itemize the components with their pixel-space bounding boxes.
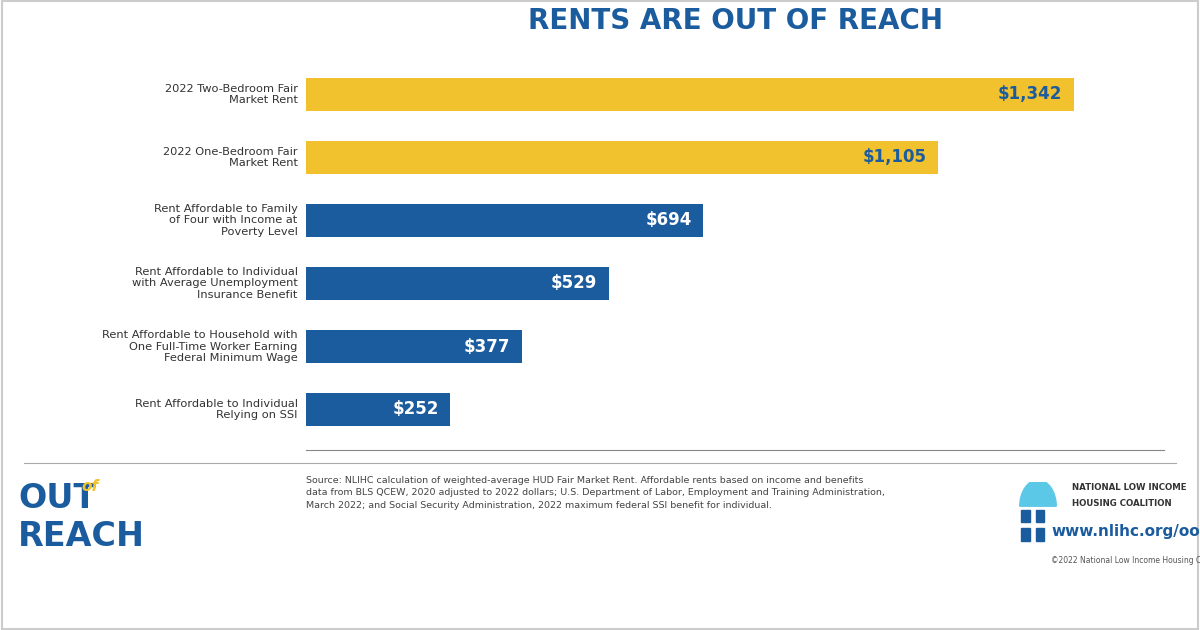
- Bar: [1021, 510, 1030, 522]
- Text: $1,342: $1,342: [998, 86, 1062, 103]
- Bar: [306, 141, 938, 174]
- Bar: [1036, 510, 1044, 522]
- Text: HOUSING COALITION: HOUSING COALITION: [1072, 499, 1171, 508]
- Wedge shape: [1020, 480, 1056, 507]
- Bar: [1036, 529, 1044, 541]
- Text: of: of: [82, 479, 98, 494]
- Text: $529: $529: [551, 275, 598, 292]
- Text: THE HIGH COST OF HOUSING: THE HIGH COST OF HOUSING: [30, 562, 143, 568]
- Text: OUT: OUT: [18, 482, 96, 515]
- Bar: [306, 330, 522, 363]
- Text: $1,105: $1,105: [863, 149, 926, 166]
- Text: $252: $252: [392, 401, 439, 418]
- Bar: [306, 393, 450, 426]
- Title: RENTS ARE OUT OF REACH: RENTS ARE OUT OF REACH: [528, 6, 942, 35]
- Bar: [306, 204, 703, 237]
- Bar: [1021, 529, 1030, 541]
- Text: Source: NLIHC calculation of weighted-average HUD Fair Market Rent. Affordable r: Source: NLIHC calculation of weighted-av…: [306, 476, 884, 510]
- Bar: [306, 267, 608, 300]
- Text: ©2022 National Low Income Housing Coalition: ©2022 National Low Income Housing Coalit…: [1051, 556, 1200, 564]
- Text: $694: $694: [646, 212, 691, 229]
- Text: NATIONAL LOW INCOME: NATIONAL LOW INCOME: [1072, 483, 1186, 492]
- Text: www.nlihc.org/oor: www.nlihc.org/oor: [1051, 524, 1200, 539]
- Text: REACH: REACH: [18, 520, 145, 553]
- Bar: [306, 78, 1074, 111]
- Text: $377: $377: [463, 338, 510, 355]
